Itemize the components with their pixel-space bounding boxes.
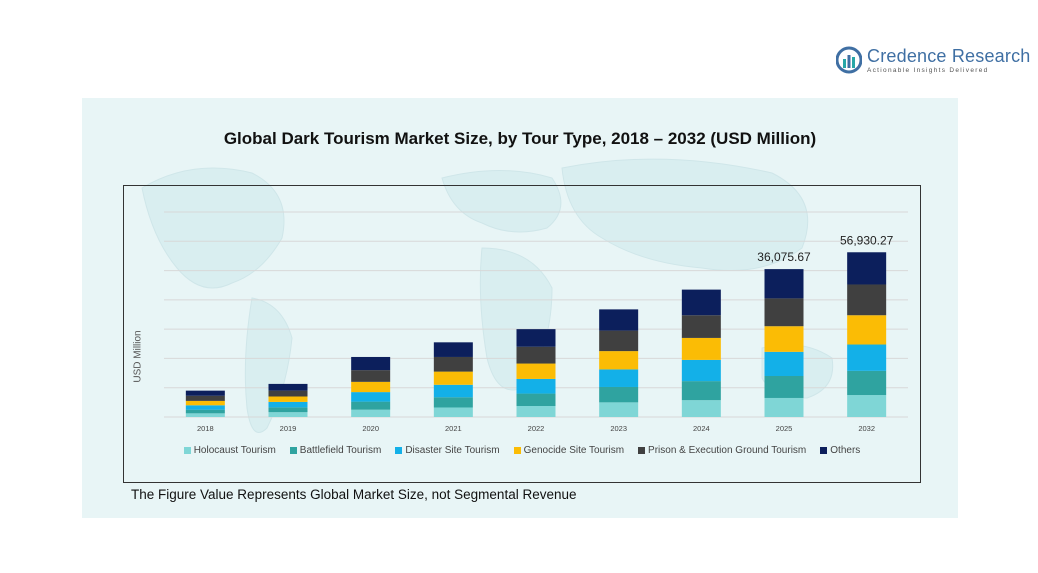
bar-segment [764,376,804,398]
legend-item: Genocide Site Tourism [513,445,625,456]
legend-swatch [395,447,403,454]
legend-swatch [513,447,521,454]
legend-item: Disaster Site Tourism [395,445,500,456]
bar-segment [516,346,556,364]
legend-item: Battlefield Tourism [289,445,382,456]
bar-segment [847,395,887,417]
bar-segment [268,390,308,397]
bar-segment [433,342,473,357]
x-tick-label: 2032 [858,424,875,433]
total-data-label: 36,075.67 [757,250,811,264]
total-data-label: 56,930.27 [840,233,894,247]
legend-label: Battlefield Tourism [299,445,382,456]
bar-segment [185,413,225,417]
bar-segment [516,329,556,347]
bar-segment [268,383,308,391]
chart-legend: Holocaust Tourism Battlefield Tourism Disa… [124,445,920,456]
legend-swatch [289,447,297,454]
world-map-background [141,158,834,433]
bar-segment [351,392,391,402]
bar-segment [433,397,473,408]
footnote: The Figure Value Represents Global Marke… [131,487,577,502]
bar-segment [516,393,556,407]
bar-segment [433,356,473,372]
bar-segment [764,351,804,376]
bar-segment [847,252,887,285]
x-tick-label: 2022 [528,424,545,433]
bar-segment [681,337,721,360]
bar-segment [185,395,225,401]
bar-segment [516,378,556,394]
legend-label: Others [830,445,861,456]
bar-segment [351,381,391,393]
legend-label: Disaster Site Tourism [405,445,500,456]
bar-segment [599,309,639,331]
brand-name: Credence Research [867,46,1031,66]
bar-segment [681,400,721,417]
bar-segment [351,370,391,382]
bar-segment [185,390,225,396]
legend-label: Prison & Execution Ground Tourism [648,445,807,456]
bar-segment [599,330,639,352]
bar-segment [764,397,804,417]
bar-segment [351,356,391,371]
bar-segment [681,315,721,338]
x-tick-label: 2023 [610,424,627,433]
bar-segment [764,298,804,327]
chart-panel: Global Dark Tourism Market Size, by Tour… [82,98,958,518]
x-tick-label: 2020 [362,424,379,433]
bar-segment [185,409,225,414]
x-tick-label: 2018 [197,424,214,433]
bar-segment [847,315,887,345]
bar-segment [599,369,639,387]
bar-segment [599,386,639,403]
bar-segment [351,401,391,410]
bar-segment [847,344,887,371]
y-axis-label: USD Million [132,330,144,383]
bar-segment [681,381,721,401]
x-tick-label: 2019 [280,424,297,433]
legend-swatch [638,447,646,454]
credence-logo-icon [836,46,862,74]
bar-segment [681,359,721,382]
bar-segment [516,363,556,379]
legend-item: Holocaust Tourism [183,445,276,456]
bar-segment [433,384,473,398]
x-tick-label: 2024 [693,424,710,433]
bar-segment [599,402,639,417]
bar-segment [268,396,308,402]
x-tick-label: 2025 [776,424,793,433]
bar-segment [764,269,804,299]
legend-label: Genocide Site Tourism [523,445,625,456]
bar-segment [847,284,887,316]
chart-title: Global Dark Tourism Market Size, by Tour… [223,129,817,148]
bar-segment [268,407,308,413]
legend-swatch [820,447,828,454]
x-tick-label: 2021 [445,424,462,433]
bar-segment [599,351,639,370]
bar-segment [268,401,308,408]
legend-item: Prison & Execution Ground Tourism [638,445,806,456]
brand-logo: Credence Research Actionable Insights De… [836,44,1030,78]
plot-frame: 2018 2019 2020 2021 2022 2023 2024 2025 36,075.6… [123,185,921,483]
bar-segment [433,371,473,385]
bar-segment [764,326,804,352]
bar-segment [185,400,225,406]
bar-segment [433,407,473,417]
stacked-bar-chart: 2018 2019 2020 2021 2022 2023 2024 2025 36,075.6… [164,211,908,433]
bar-segment [847,370,887,396]
brand-tagline: Actionable Insights Delivered [867,67,989,74]
legend-swatch [183,447,191,454]
bar-segment [516,406,556,417]
legend-item: Others [820,445,860,456]
bar-segment [185,405,225,410]
bar-segment [268,412,308,417]
legend-label: Holocaust Tourism [193,445,276,456]
bar-segment [351,409,391,417]
bar-segment [681,289,721,316]
